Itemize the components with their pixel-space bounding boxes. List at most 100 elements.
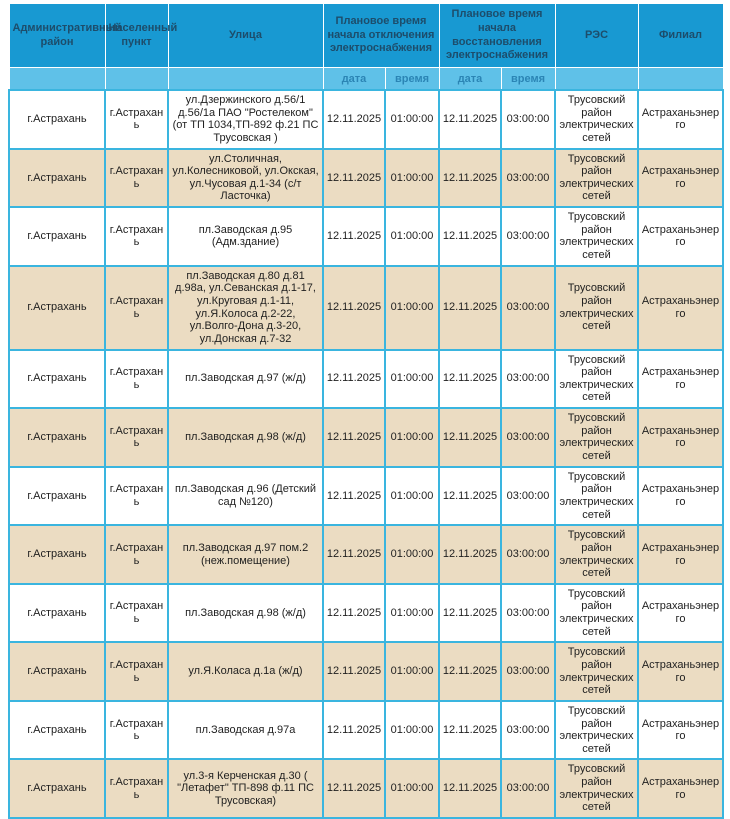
subheader-empty-res (554, 67, 639, 91)
cell-admin-district: г.Астрахань (8, 758, 106, 819)
cell-on-time: 03:00:00 (500, 582, 556, 644)
cell-street: ул.Столичная, ул.Колесниковой, ул.Окская… (167, 147, 324, 209)
col-header-settlement: Населенный пункт (104, 3, 177, 68)
cell-res: Трусовский район электрических сетей (554, 89, 639, 150)
cell-settlement: г.Астрахань (104, 758, 169, 819)
cell-settlement: г.Астрахань (104, 264, 169, 351)
subheader-on-date: дата (438, 67, 502, 91)
cell-on-time: 03:00:00 (500, 524, 556, 585)
cell-on-time: 03:00:00 (500, 641, 556, 702)
cell-branch: Астраханьэнерго (637, 465, 724, 527)
cell-on-time: 03:00:00 (500, 89, 556, 150)
cell-admin-district: г.Астрахань (8, 582, 106, 644)
cell-off-date: 12.11.2025 (322, 699, 386, 761)
cell-admin-district: г.Астрахань (8, 264, 106, 351)
cell-on-date: 12.11.2025 (438, 206, 502, 267)
cell-off-time: 01:00:00 (384, 147, 440, 209)
cell-on-time: 03:00:00 (500, 264, 556, 351)
cell-on-time: 03:00:00 (500, 465, 556, 527)
cell-res: Трусовский район электрических сетей (554, 758, 639, 819)
cell-admin-district: г.Астрахань (8, 699, 106, 761)
cell-branch: Астраханьэнерго (637, 407, 724, 468)
cell-off-time: 01:00:00 (384, 641, 440, 702)
cell-off-time: 01:00:00 (384, 264, 440, 351)
table-row: г.Астрахань г.Астрахань ул.Столичная, ул.К… (8, 147, 724, 209)
cell-off-time: 01:00:00 (384, 206, 440, 267)
cell-on-time: 03:00:00 (500, 699, 556, 761)
cell-on-date: 12.11.2025 (438, 758, 502, 819)
cell-street: пл.Заводская д.98 (ж/д) (167, 582, 324, 644)
cell-on-date: 12.11.2025 (438, 264, 502, 351)
cell-settlement: г.Астрахань (104, 147, 169, 209)
cell-off-time: 01:00:00 (384, 465, 440, 527)
cell-settlement: г.Астрахань (104, 206, 169, 267)
subheader-empty-settlement (104, 67, 169, 91)
col-header-street: Улица (167, 3, 324, 68)
cell-res: Трусовский район электрических сетей (554, 407, 639, 468)
cell-on-date: 12.11.2025 (438, 348, 502, 410)
cell-branch: Астраханьэнерго (637, 524, 724, 585)
cell-admin-district: г.Астрахань (8, 348, 106, 410)
cell-admin-district: г.Астрахань (8, 407, 106, 468)
cell-admin-district: г.Астрахань (8, 206, 106, 267)
cell-settlement: г.Астрахань (104, 524, 169, 585)
outage-schedule-table: Административный район Населенный пункт … (8, 3, 724, 819)
table-row: г.Астрахань г.Астрахань пл.Заводская д.97 … (8, 524, 724, 585)
subheader-off-time: время (384, 67, 440, 91)
table-row: г.Астрахань г.Астрахань пл.Заводская д.97а… (8, 699, 724, 761)
cell-off-date: 12.11.2025 (322, 206, 386, 267)
cell-res: Трусовский район электрических сетей (554, 465, 639, 527)
table-row: г.Астрахань г.Астрахань пл.Заводская д.80 … (8, 264, 724, 351)
cell-on-date: 12.11.2025 (438, 699, 502, 761)
cell-off-date: 12.11.2025 (322, 407, 386, 468)
cell-branch: Астраханьэнерго (637, 758, 724, 819)
cell-street: пл.Заводская д.97а (167, 699, 324, 761)
cell-settlement: г.Астрахань (104, 465, 169, 527)
cell-settlement: г.Астрахань (104, 348, 169, 410)
cell-off-time: 01:00:00 (384, 348, 440, 410)
cell-off-date: 12.11.2025 (322, 465, 386, 527)
subheader-off-date: дата (322, 67, 386, 91)
col-header-outage-time: Плановое время начала отключения электро… (322, 3, 440, 68)
cell-res: Трусовский район электрических сетей (554, 348, 639, 410)
cell-branch: Астраханьэнерго (637, 641, 724, 702)
col-header-restore-time: Плановое время начала восстановления эле… (438, 3, 556, 68)
cell-on-time: 03:00:00 (500, 758, 556, 819)
cell-on-date: 12.11.2025 (438, 407, 502, 468)
table-row: г.Астрахань г.Астрахань пл.Заводская д.98 … (8, 582, 724, 644)
cell-admin-district: г.Астрахань (8, 465, 106, 527)
cell-off-date: 12.11.2025 (322, 582, 386, 644)
cell-res: Трусовский район электрических сетей (554, 524, 639, 585)
cell-settlement: г.Астрахань (104, 699, 169, 761)
cell-branch: Астраханьэнерго (637, 89, 724, 150)
cell-off-time: 01:00:00 (384, 407, 440, 468)
cell-on-time: 03:00:00 (500, 407, 556, 468)
cell-on-time: 03:00:00 (500, 147, 556, 209)
cell-off-date: 12.11.2025 (322, 147, 386, 209)
cell-off-date: 12.11.2025 (322, 758, 386, 819)
cell-off-time: 01:00:00 (384, 89, 440, 150)
cell-on-date: 12.11.2025 (438, 641, 502, 702)
cell-street: пл.Заводская д.80 д.81 д.98а, ул.Севанск… (167, 264, 324, 351)
cell-branch: Астраханьэнерго (637, 348, 724, 410)
subheader-empty-admin (8, 67, 106, 91)
table-row: г.Астрахань г.Астрахань пл.Заводская д.97 … (8, 348, 724, 410)
header-row: Административный район Населенный пункт … (8, 3, 724, 68)
table-row: г.Астрахань г.Астрахань пл.Заводская д.98 … (8, 407, 724, 468)
cell-street: пл.Заводская д.95 (Адм.здание) (167, 206, 324, 267)
cell-admin-district: г.Астрахань (8, 89, 106, 150)
cell-settlement: г.Астрахань (104, 407, 169, 468)
cell-res: Трусовский район электрических сетей (554, 147, 639, 209)
cell-admin-district: г.Астрахань (8, 524, 106, 585)
cell-on-time: 03:00:00 (500, 206, 556, 267)
cell-res: Трусовский район электрических сетей (554, 206, 639, 267)
cell-street: пл.Заводская д.97 пом.2 (неж.помещение) (167, 524, 324, 585)
table-row: г.Астрахань г.Астрахань ул.3-я Керченская … (8, 758, 724, 819)
cell-admin-district: г.Астрахань (8, 147, 106, 209)
cell-street: ул.3-я Керченская д.30 ( "Летафет" ТП-89… (167, 758, 324, 819)
outage-table-body: г.Астрахань г.Астрахань ул.Дзержинского д.… (8, 89, 724, 819)
subheader-row: дата время дата время (8, 67, 724, 91)
cell-on-date: 12.11.2025 (438, 465, 502, 527)
subheader-empty-street (167, 67, 324, 91)
cell-off-time: 01:00:00 (384, 582, 440, 644)
